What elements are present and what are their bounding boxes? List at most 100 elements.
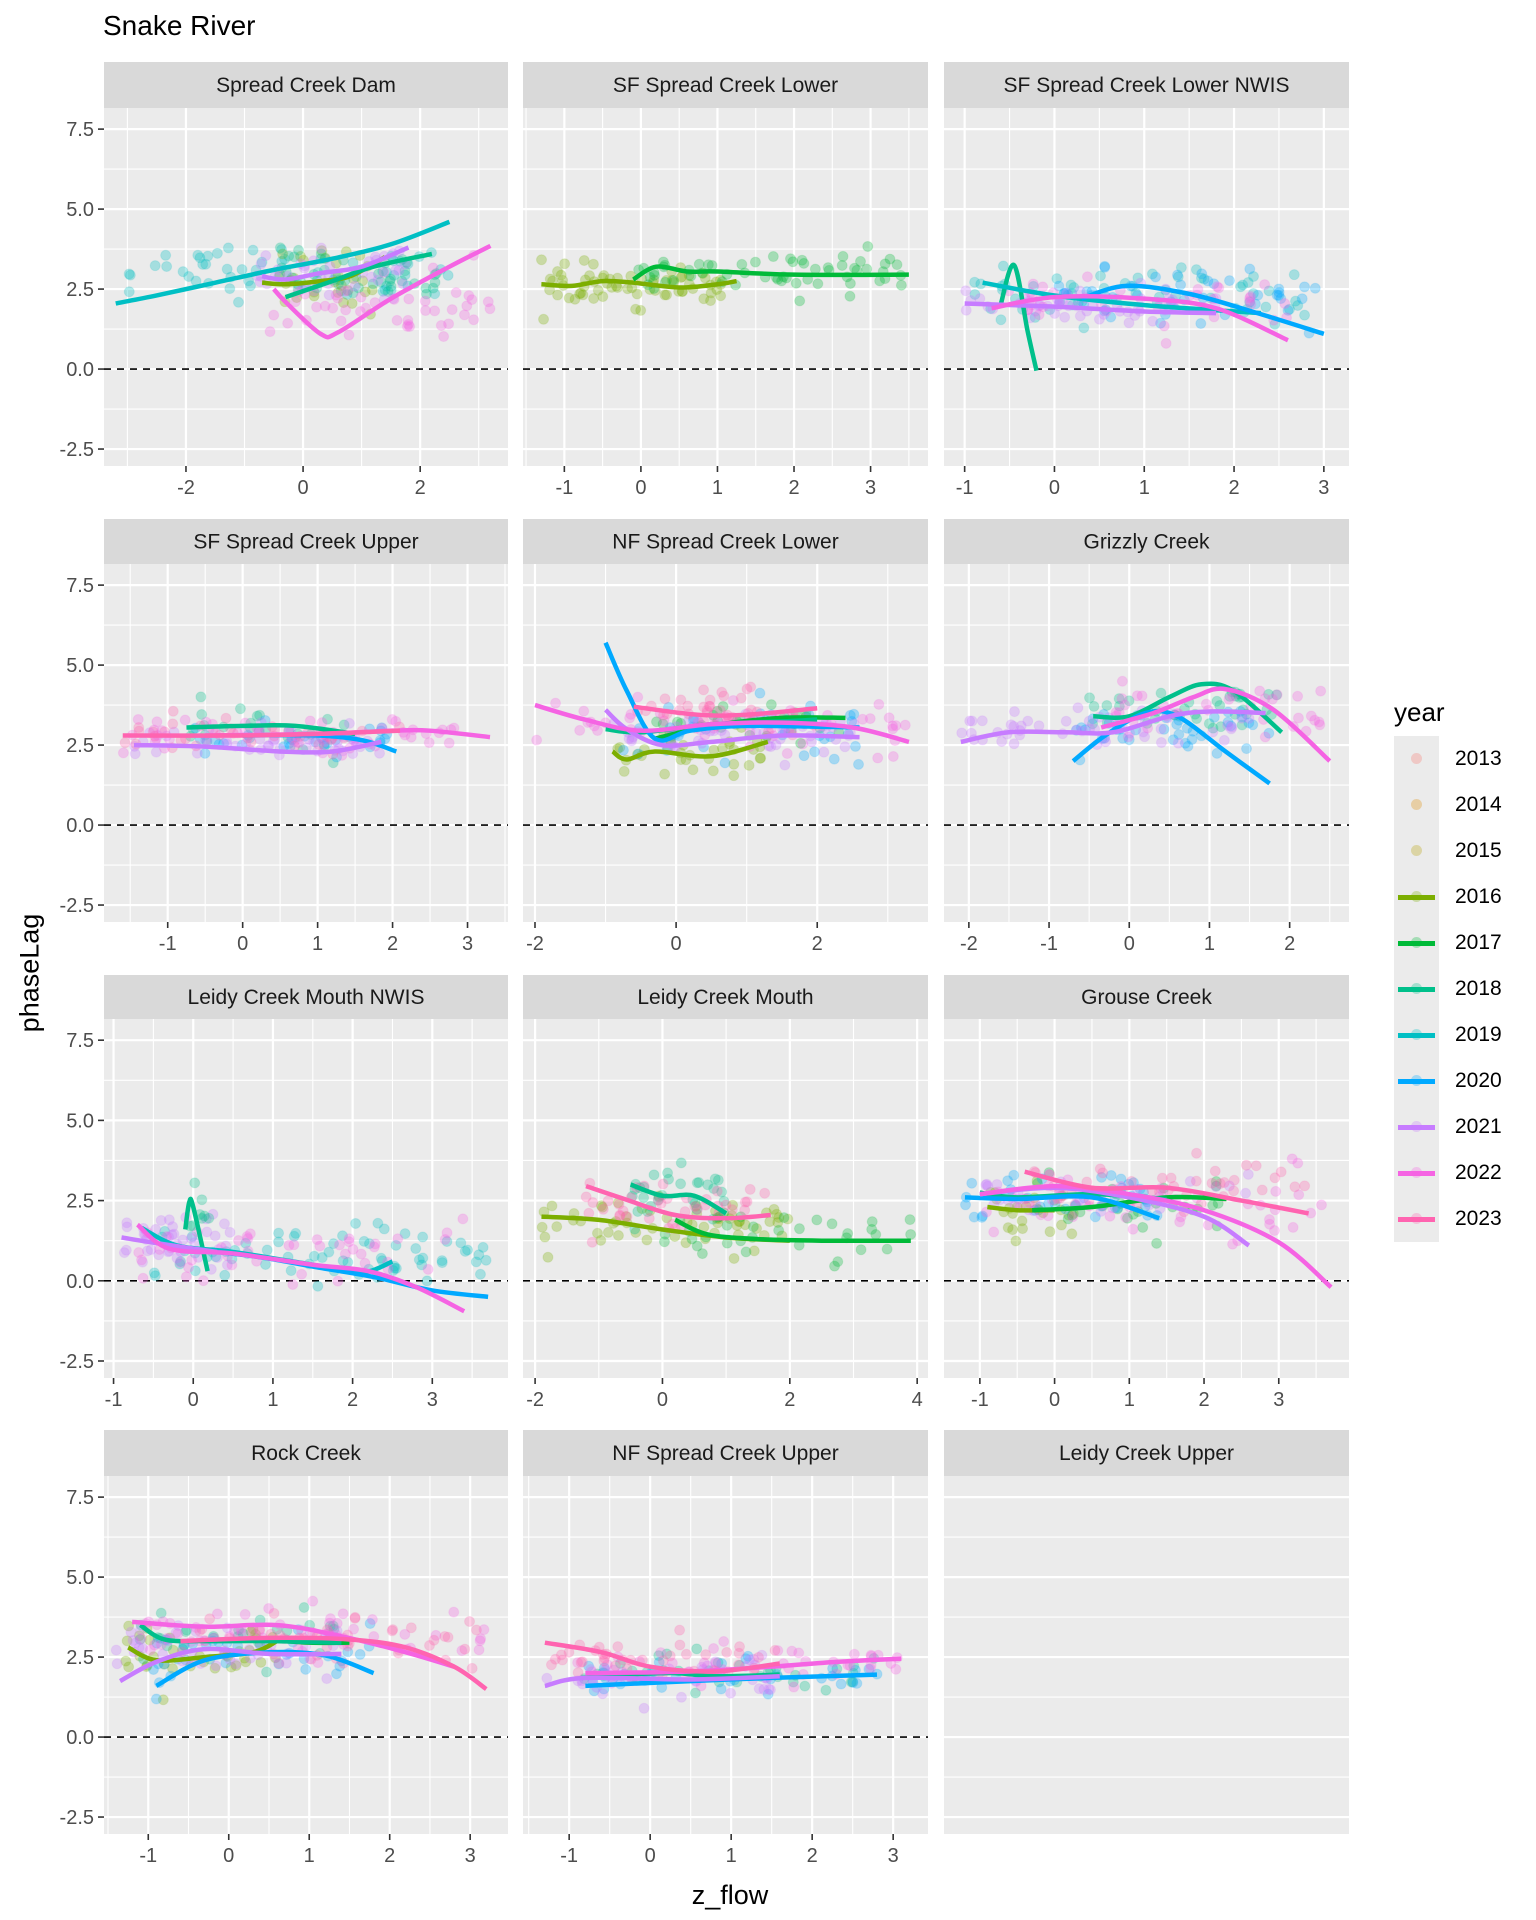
data-point xyxy=(1225,723,1237,735)
data-point xyxy=(1010,1235,1022,1247)
data-point xyxy=(457,1213,469,1225)
facet-strip-label: Leidy Creek Mouth NWIS xyxy=(188,986,425,1009)
data-point xyxy=(769,1644,781,1656)
data-point xyxy=(439,1630,451,1642)
data-point xyxy=(1214,1178,1226,1190)
data-point xyxy=(330,289,342,301)
data-point xyxy=(484,303,496,315)
data-point xyxy=(1081,271,1093,283)
data-point xyxy=(385,284,397,296)
data-point xyxy=(123,286,135,298)
data-point xyxy=(438,331,450,343)
data-point xyxy=(149,1639,161,1651)
data-point xyxy=(1226,721,1238,733)
data-point xyxy=(200,258,212,270)
data-point xyxy=(829,1260,841,1272)
data-point xyxy=(1062,1213,1074,1225)
data-point xyxy=(1211,747,1223,759)
facet-strip xyxy=(944,519,1349,564)
data-point xyxy=(1116,693,1128,705)
data-point xyxy=(657,1655,669,1667)
data-point xyxy=(288,1239,300,1251)
data-point xyxy=(1136,690,1148,702)
data-point xyxy=(995,314,1007,326)
data-point xyxy=(1059,311,1071,323)
data-point xyxy=(663,1173,675,1185)
data-point xyxy=(185,1232,197,1244)
legend-label: 2020 xyxy=(1455,1069,1502,1092)
data-point xyxy=(1033,720,1045,732)
data-point xyxy=(739,1219,751,1231)
data-point xyxy=(1315,1199,1327,1211)
x-tick-label: 1 xyxy=(1124,1389,1135,1411)
data-point xyxy=(536,1221,548,1233)
data-point xyxy=(1273,286,1285,298)
smooth-line xyxy=(1080,283,1325,337)
data-point xyxy=(1155,687,1167,699)
data-point xyxy=(609,1660,621,1672)
data-point xyxy=(1089,1211,1101,1223)
data-point xyxy=(420,305,432,317)
data-point xyxy=(121,1221,133,1233)
data-point xyxy=(693,258,705,270)
data-point xyxy=(1249,298,1261,310)
data-point xyxy=(618,765,630,777)
data-point xyxy=(1067,1211,1079,1223)
legend-item: 2018 xyxy=(1394,966,1502,1012)
facet-strip-label: Leidy Creek Upper xyxy=(1059,1442,1234,1465)
data-point xyxy=(997,260,1009,272)
data-point xyxy=(696,1248,708,1260)
data-point xyxy=(337,1608,349,1620)
data-point xyxy=(129,1637,141,1649)
legend-label: 2017 xyxy=(1455,931,1502,954)
data-point xyxy=(1292,712,1304,724)
smooth-line xyxy=(632,264,909,282)
data-point xyxy=(588,293,600,305)
data-point xyxy=(443,737,455,749)
data-point xyxy=(283,737,295,749)
facet-strip-label: SF Spread Creek Lower NWIS xyxy=(1004,74,1290,97)
data-point xyxy=(167,718,179,730)
x-tick-label: 2 xyxy=(1284,933,1295,955)
legend-point-swatch xyxy=(1411,845,1422,856)
data-point xyxy=(1131,690,1143,702)
data-point xyxy=(160,249,172,261)
data-point xyxy=(338,719,350,731)
data-point xyxy=(727,694,739,706)
data-point xyxy=(1008,738,1020,750)
data-point xyxy=(857,713,869,725)
x-tick-label: 2 xyxy=(1198,1389,1209,1411)
data-point xyxy=(386,714,398,726)
data-point xyxy=(163,1214,175,1226)
data-point xyxy=(144,1644,156,1656)
data-point xyxy=(459,1643,471,1655)
data-point xyxy=(204,1613,216,1625)
data-point xyxy=(648,1169,660,1181)
data-point xyxy=(209,1662,221,1674)
legend-title: year xyxy=(1394,697,1445,727)
data-point xyxy=(764,1684,776,1696)
legend-label: 2015 xyxy=(1455,839,1502,862)
data-point xyxy=(1225,720,1237,732)
data-point xyxy=(348,1623,360,1635)
data-point xyxy=(658,715,670,727)
data-point xyxy=(781,748,793,760)
data-point xyxy=(134,1633,146,1645)
data-point xyxy=(285,1265,297,1277)
data-point xyxy=(159,1225,171,1237)
data-point xyxy=(194,252,206,264)
data-point xyxy=(1275,1166,1287,1178)
x-tick-label: 2 xyxy=(812,933,823,955)
facet-strip xyxy=(104,519,508,564)
data-point xyxy=(446,304,458,316)
data-point xyxy=(211,247,223,259)
data-point xyxy=(225,1661,237,1673)
data-point xyxy=(1051,273,1063,285)
data-point xyxy=(698,293,710,305)
data-point xyxy=(969,276,981,288)
data-point xyxy=(1078,322,1090,334)
data-point xyxy=(1244,295,1256,307)
data-point xyxy=(254,709,266,721)
data-point xyxy=(111,1658,123,1670)
data-point xyxy=(200,1213,212,1225)
